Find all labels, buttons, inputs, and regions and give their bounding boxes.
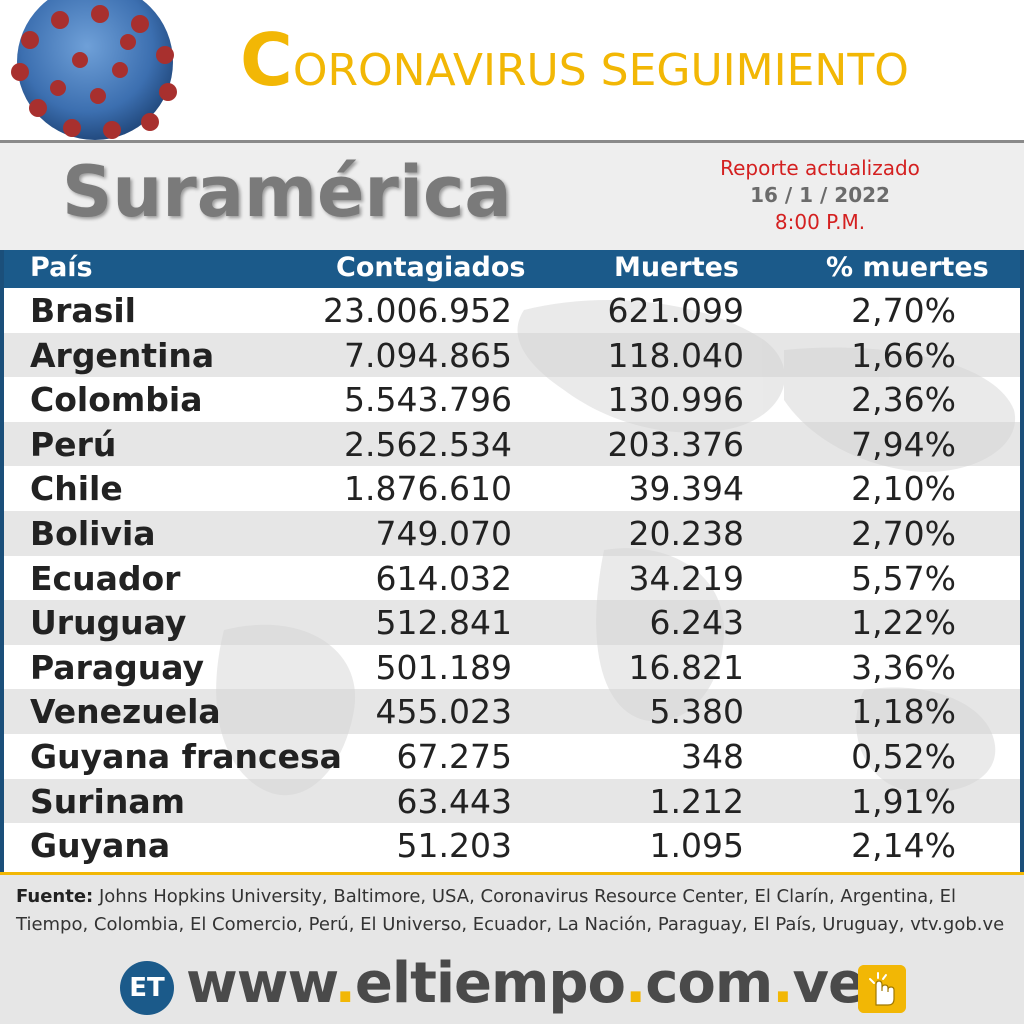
cases-cell: 749.070 bbox=[375, 513, 512, 553]
footer-divider bbox=[0, 872, 1024, 875]
url-dot: . bbox=[772, 951, 793, 1016]
deaths-cell: 118.040 bbox=[607, 335, 744, 375]
deaths-cell: 20.238 bbox=[628, 513, 744, 553]
header: CORONAVIRUS SEGUIMIENTO bbox=[0, 0, 1024, 140]
coronavirus-icon bbox=[11, 0, 177, 140]
col-header-pct: % muertes bbox=[826, 252, 989, 283]
cases-cell: 614.032 bbox=[375, 558, 512, 598]
pct-cell: 7,94% bbox=[851, 424, 956, 464]
data-table: País Contagiados Muertes % muertes Brasi… bbox=[0, 250, 1024, 875]
cases-cell: 63.443 bbox=[396, 781, 512, 821]
pct-cell: 2,14% bbox=[851, 826, 956, 866]
source-label: Fuente: bbox=[16, 886, 94, 907]
pct-cell: 3,36% bbox=[851, 647, 956, 687]
cases-cell: 1.876.610 bbox=[344, 469, 512, 509]
deaths-cell: 130.996 bbox=[607, 380, 744, 420]
pct-cell: 5,57% bbox=[851, 558, 956, 598]
site-url[interactable]: www.eltiempo.com.ve bbox=[186, 951, 866, 1016]
report-info: Reporte actualizado 16 / 1 / 2022 8:00 P… bbox=[690, 155, 950, 236]
url-dot: . bbox=[624, 951, 646, 1016]
pct-cell: 1,18% bbox=[851, 692, 956, 732]
page-title: CORONAVIRUS SEGUIMIENTO bbox=[240, 18, 1000, 118]
deaths-cell: 348 bbox=[681, 736, 744, 776]
brand-bar[interactable]: ET www.eltiempo.com.ve bbox=[120, 951, 920, 1017]
deaths-cell: 621.099 bbox=[607, 291, 744, 330]
cases-cell: 5.543.796 bbox=[344, 380, 512, 420]
touch-hand-icon bbox=[858, 965, 906, 1013]
table-row: Guyana francesa 67.275 348 0,52% bbox=[4, 734, 1020, 779]
deaths-cell: 1.212 bbox=[649, 781, 744, 821]
pct-cell: 1,91% bbox=[851, 781, 956, 821]
cases-cell: 7.094.865 bbox=[344, 335, 512, 375]
country-cell: Ecuador bbox=[30, 558, 181, 598]
country-cell: Argentina bbox=[30, 335, 215, 375]
cases-cell: 2.562.534 bbox=[344, 424, 512, 464]
cases-cell: 512.841 bbox=[375, 603, 512, 643]
country-cell: Guyana bbox=[30, 826, 171, 866]
cases-cell: 455.023 bbox=[375, 692, 512, 732]
et-logo: ET bbox=[120, 961, 174, 1015]
url-part: eltiempo bbox=[354, 951, 626, 1016]
url-dot: . bbox=[334, 951, 356, 1016]
pct-cell: 2,36% bbox=[851, 380, 956, 420]
table-row: Perú 2.562.534 203.376 7,94% bbox=[4, 421, 1020, 467]
table-row: Uruguay 512.841 6.243 1,22% bbox=[4, 600, 1020, 645]
cases-cell: 501.189 bbox=[375, 647, 512, 687]
source-text: Johns Hopkins University, Baltimore, USA… bbox=[16, 886, 1005, 935]
source-note: Fuente: Johns Hopkins University, Baltim… bbox=[16, 883, 1011, 939]
table-row: Argentina 7.094.865 118.040 1,66% bbox=[4, 332, 1020, 378]
title-initial: C bbox=[240, 18, 293, 102]
cases-cell: 23.006.952 bbox=[323, 291, 512, 330]
country-cell: Brasil bbox=[30, 291, 136, 330]
table-row: Colombia 5.543.796 130.996 2,36% bbox=[4, 377, 1020, 422]
region-name: Suramérica bbox=[62, 151, 512, 233]
pct-cell: 1,66% bbox=[851, 335, 956, 375]
country-cell: Colombia bbox=[30, 380, 203, 420]
report-time: 8:00 P.M. bbox=[774, 210, 866, 234]
col-header-country: País bbox=[30, 252, 93, 283]
country-cell: Chile bbox=[30, 469, 123, 509]
deaths-cell: 16.821 bbox=[628, 647, 744, 687]
pct-cell: 2,70% bbox=[851, 513, 956, 553]
country-cell: Perú bbox=[30, 424, 117, 464]
deaths-cell: 34.219 bbox=[628, 558, 744, 598]
url-part: ve bbox=[792, 951, 866, 1016]
country-cell: Uruguay bbox=[30, 603, 187, 643]
country-cell: Paraguay bbox=[30, 647, 204, 687]
table-row: Bolivia 749.070 20.238 2,70% bbox=[4, 510, 1020, 556]
table-row: Paraguay 501.189 16.821 3,36% bbox=[4, 645, 1020, 690]
deaths-cell: 203.376 bbox=[607, 424, 744, 464]
table-row: Venezuela 455.023 5.380 1,18% bbox=[4, 689, 1020, 734]
country-cell: Venezuela bbox=[30, 692, 221, 732]
cases-cell: 67.275 bbox=[396, 736, 512, 776]
pct-cell: 2,10% bbox=[851, 469, 956, 509]
table-row: Surinam 63.443 1.212 1,91% bbox=[4, 778, 1020, 824]
country-cell: Surinam bbox=[30, 781, 185, 821]
country-cell: Bolivia bbox=[30, 513, 156, 553]
deaths-cell: 1.095 bbox=[649, 826, 744, 866]
col-header-deaths: Muertes bbox=[614, 252, 740, 283]
table-row: Ecuador 614.032 34.219 5,57% bbox=[4, 556, 1020, 601]
table-body: Brasil 23.006.952 621.099 2,70% Argentin… bbox=[4, 288, 1020, 868]
url-part: www bbox=[186, 951, 336, 1016]
title-rest: ORONAVIRUS SEGUIMIENTO bbox=[292, 45, 909, 96]
report-label: Reporte actualizado bbox=[720, 156, 920, 180]
deaths-cell: 6.243 bbox=[649, 603, 744, 643]
country-cell: Guyana francesa bbox=[30, 736, 342, 776]
pct-cell: 2,70% bbox=[851, 291, 956, 330]
pct-cell: 0,52% bbox=[851, 736, 956, 776]
report-date: 16 / 1 / 2022 bbox=[750, 183, 890, 207]
col-header-cases: Contagiados bbox=[336, 252, 526, 283]
deaths-cell: 39.394 bbox=[628, 469, 744, 509]
url-part: com bbox=[645, 951, 773, 1016]
footer: Fuente: Johns Hopkins University, Baltim… bbox=[0, 875, 1024, 1024]
pct-cell: 1,22% bbox=[851, 603, 956, 643]
deaths-cell: 5.380 bbox=[649, 692, 744, 732]
table-row: Guyana 51.203 1.095 2,14% bbox=[4, 823, 1020, 868]
table-row: Brasil 23.006.952 621.099 2,70% bbox=[4, 288, 1020, 333]
cases-cell: 51.203 bbox=[396, 826, 512, 866]
table-header: País Contagiados Muertes % muertes bbox=[4, 250, 1020, 288]
table-row: Chile 1.876.610 39.394 2,10% bbox=[4, 466, 1020, 511]
region-banner: Suramérica Reporte actualizado 16 / 1 / … bbox=[0, 140, 1024, 250]
